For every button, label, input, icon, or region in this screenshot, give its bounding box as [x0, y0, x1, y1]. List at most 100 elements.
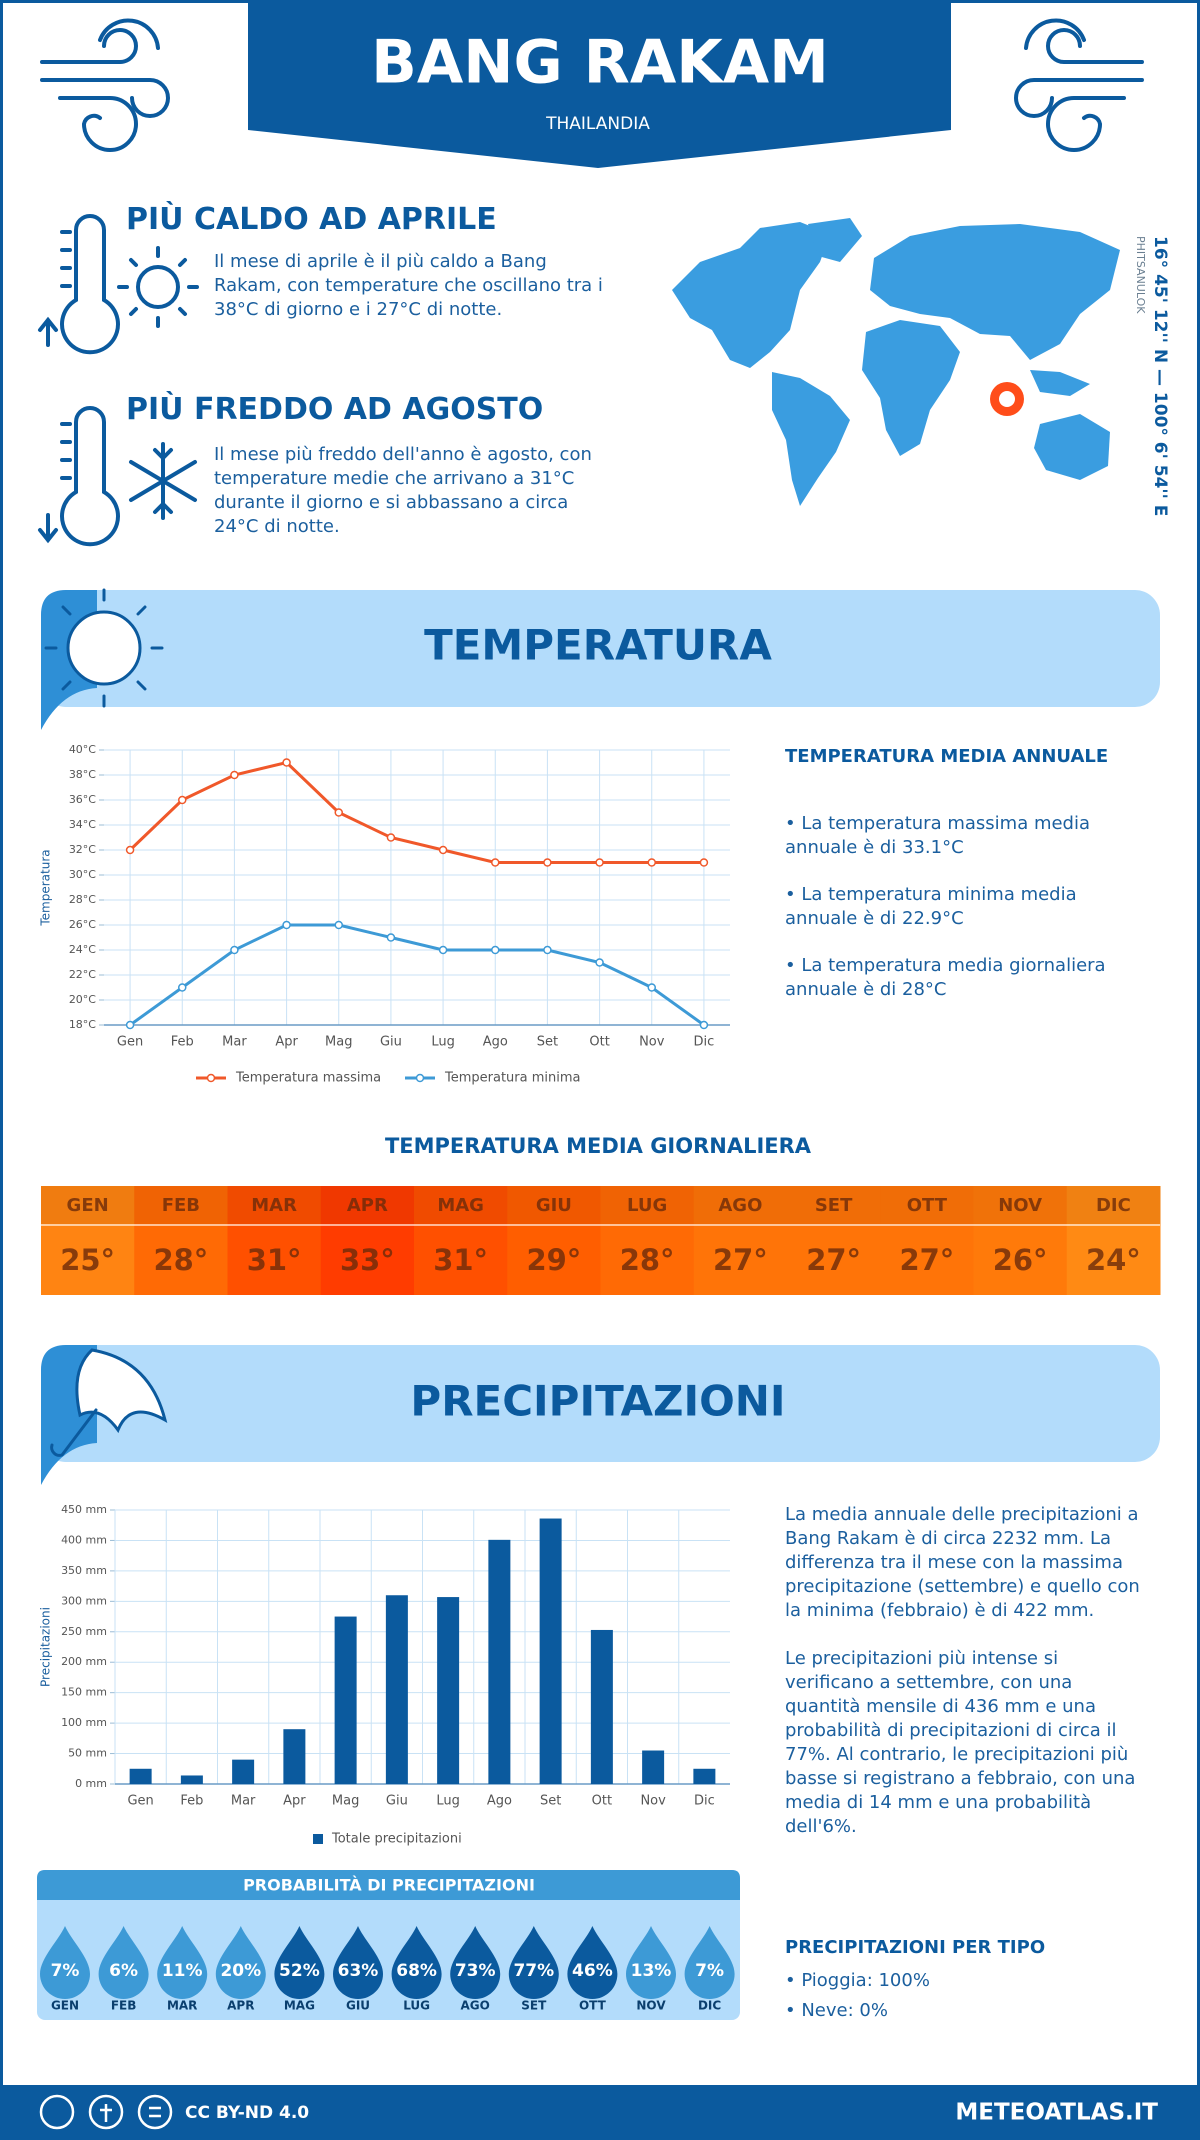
- license-icons: [39, 2094, 173, 2130]
- table-cell: [600, 1186, 695, 1295]
- table-cell: [1066, 1186, 1161, 1295]
- data-point: [282, 758, 291, 767]
- probability-month: OTT: [579, 1999, 607, 2013]
- hottest-title: PIÙ CALDO AD APRILE: [126, 202, 497, 237]
- table-title: TEMPERATURA MEDIA GIORNALIERA: [385, 1134, 812, 1158]
- y-tick-label: 22°C: [69, 968, 96, 981]
- table-value: 27°: [806, 1243, 861, 1277]
- section-title: TEMPERATURA: [424, 621, 772, 670]
- thermometer-hot-icon: [38, 214, 199, 355]
- probability-label: 73%: [455, 1961, 496, 1981]
- probability-month: APR: [227, 1999, 254, 2013]
- data-point: [699, 1020, 709, 1030]
- table-header-shade: [1066, 1186, 1161, 1224]
- data-point: [125, 1020, 135, 1030]
- world-map: [672, 218, 1120, 506]
- probability-drop: [567, 1926, 618, 1999]
- y-tick-label: 40°C: [69, 743, 96, 756]
- table-month: GIU: [536, 1195, 572, 1216]
- section-title: PRECIPITAZIONI: [410, 1377, 785, 1426]
- x-tick-label: Set: [537, 1035, 558, 1050]
- y-axis-label: Precipitazioni: [39, 1607, 53, 1687]
- data-point: [125, 845, 135, 855]
- legend-swatch: [206, 1073, 216, 1083]
- x-tick-label: Gen: [117, 1035, 143, 1050]
- table-month: MAG: [437, 1195, 484, 1216]
- data-point: [595, 858, 604, 867]
- table-header-shade: [787, 1186, 881, 1224]
- table-cell: [880, 1186, 974, 1295]
- table-header-shade: [600, 1186, 695, 1224]
- probability-label: 46%: [572, 1961, 613, 1981]
- x-tick-label: Feb: [171, 1035, 194, 1050]
- table-month: OTT: [907, 1195, 948, 1216]
- site-name[interactable]: METEOATLAS.IT: [955, 2100, 1158, 2126]
- table-header-shade: [973, 1186, 1068, 1224]
- location-marker-center: [999, 391, 1015, 407]
- data-point: [543, 858, 552, 867]
- type-item: • Pioggia: 100%: [785, 1970, 930, 1991]
- probability-month: MAG: [284, 1999, 315, 2013]
- probability-header: [37, 1870, 740, 1900]
- summary-title: TEMPERATURA MEDIA ANNUALE: [785, 746, 1108, 767]
- y-tick-label: 200 mm: [61, 1655, 107, 1668]
- table-month: MAR: [251, 1195, 297, 1216]
- series-line: [129, 760, 704, 864]
- bar: [232, 1759, 255, 1784]
- y-tick-label: 150 mm: [61, 1686, 107, 1699]
- coordinates: 16° 45' 12'' N — 100° 6' 54'' E: [1150, 236, 1170, 516]
- x-tick-label: Lug: [431, 1035, 455, 1050]
- x-tick-label: Dic: [694, 1794, 715, 1809]
- table-month: SET: [815, 1195, 853, 1216]
- table-cell: [414, 1186, 508, 1295]
- region: PHITSANULOK: [1134, 236, 1147, 314]
- y-tick-label: 350 mm: [61, 1564, 107, 1577]
- table-cell: [787, 1186, 881, 1295]
- section-banner: [41, 1345, 1160, 1462]
- table-header-shade: [880, 1186, 974, 1224]
- probability-month: DIC: [698, 1999, 721, 2013]
- bar: [129, 1768, 152, 1784]
- bar: [642, 1750, 665, 1784]
- y-tick-label: 0 mm: [75, 1777, 107, 1790]
- type-item: • Neve: 0%: [785, 2000, 888, 2021]
- legend-swatch: [415, 1073, 425, 1083]
- umbrella-icon: [50, 1348, 168, 1457]
- data-point: [178, 795, 187, 805]
- probability-label: 52%: [279, 1961, 320, 1981]
- probability-drop: [215, 1926, 266, 1999]
- probability-label: 20%: [220, 1961, 261, 1981]
- table-header-shade: [320, 1186, 415, 1224]
- bar: [334, 1616, 357, 1784]
- probability-drop: [508, 1926, 559, 1999]
- table-value: 24°: [1086, 1243, 1141, 1277]
- table-header-shade: [507, 1186, 601, 1224]
- license: CC BY-ND 4.0: [185, 2103, 309, 2123]
- table-header-shade: [134, 1186, 228, 1224]
- y-tick-label: 34°C: [69, 818, 96, 831]
- data-point: [595, 958, 604, 967]
- y-tick-label: 450 mm: [61, 1503, 107, 1516]
- probability-label: 68%: [396, 1961, 437, 1981]
- precip-text: Le precipitazioni più intense si verific…: [785, 1648, 1136, 1837]
- table-month: GEN: [67, 1195, 109, 1216]
- x-tick-label: Apr: [275, 1035, 298, 1050]
- country: THAILANDIA: [545, 114, 650, 134]
- table-value: 27°: [713, 1243, 768, 1277]
- bar: [693, 1768, 716, 1784]
- y-tick-label: 24°C: [69, 943, 96, 956]
- y-tick-label: 28°C: [69, 893, 96, 906]
- y-tick-label: 30°C: [69, 868, 96, 881]
- table-month: APR: [347, 1195, 388, 1216]
- probability-month: GIU: [346, 1999, 370, 2013]
- hottest-text: Il mese di aprile è il più caldo a Bang …: [214, 251, 603, 320]
- probability-label: 11%: [162, 1961, 203, 1981]
- probability-month: SET: [521, 1999, 547, 2013]
- data-point: [386, 833, 396, 842]
- bar: [590, 1629, 613, 1784]
- bar: [539, 1518, 562, 1784]
- x-tick-label: Giu: [380, 1035, 402, 1050]
- probability-drop: [157, 1926, 208, 1999]
- bar: [437, 1597, 460, 1784]
- x-tick-label: Ago: [487, 1794, 512, 1809]
